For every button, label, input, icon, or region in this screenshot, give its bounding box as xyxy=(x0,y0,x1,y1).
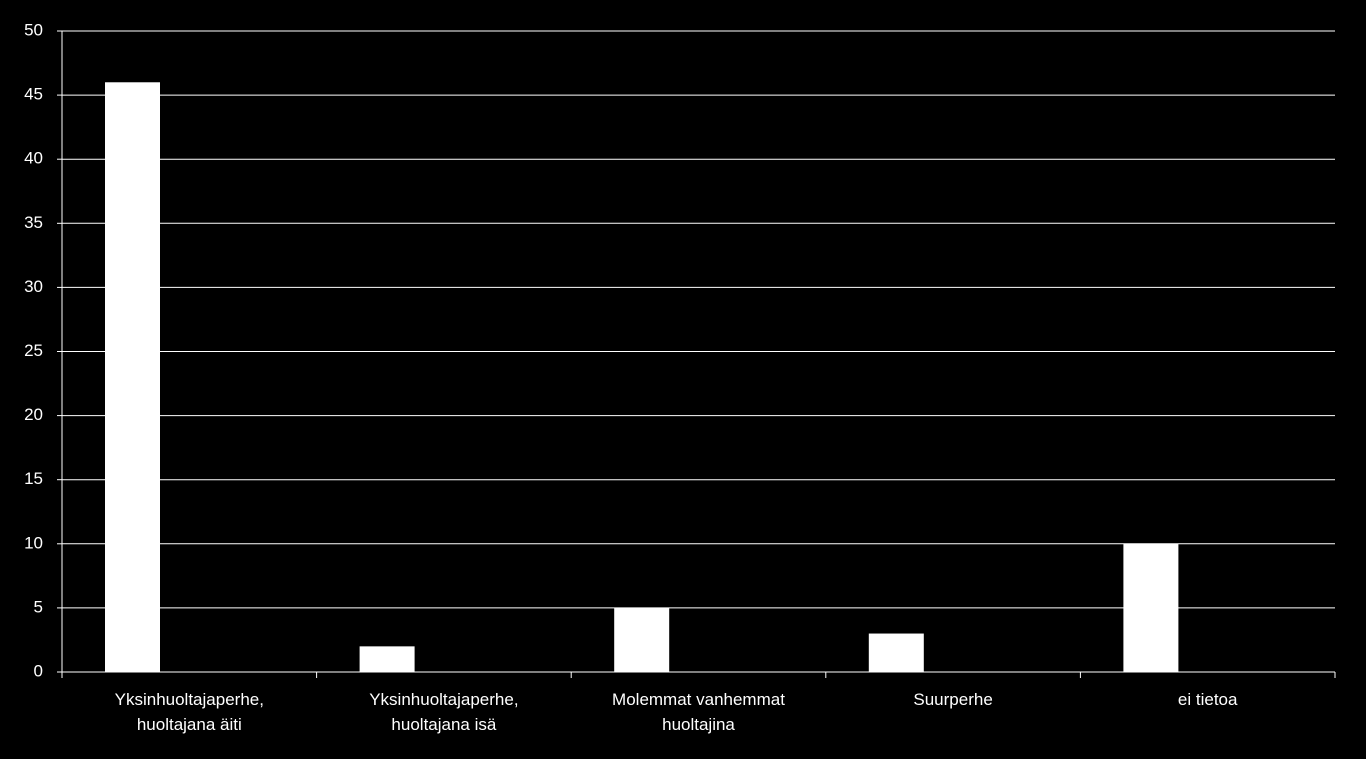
x-tick-label: Molemmat vanhemmat huoltajina xyxy=(612,690,785,734)
y-tick-label: 25 xyxy=(24,341,43,360)
x-tick-label: ei tietoa xyxy=(1177,690,1238,709)
y-tick-label: 30 xyxy=(24,277,43,296)
x-tick-label: Suurperhe xyxy=(913,690,993,709)
y-tick-label: 45 xyxy=(24,85,43,104)
y-tick-label: 35 xyxy=(24,213,43,232)
y-tick-label: 50 xyxy=(24,20,43,39)
y-tick-label: 20 xyxy=(24,405,43,424)
y-tick-label: 10 xyxy=(24,533,43,552)
y-tick-label: 0 xyxy=(34,661,43,680)
x-tick-label: Yksinhuoltajaperhe, huoltajana isä xyxy=(369,690,519,734)
y-tick-label: 5 xyxy=(34,597,43,616)
x-tick-label: Yksinhuoltajaperhe, huoltajana äiti xyxy=(114,690,264,734)
y-tick-label: 15 xyxy=(24,469,43,488)
bar xyxy=(105,82,160,672)
y-tick-label: 40 xyxy=(24,149,43,168)
bar xyxy=(614,607,670,672)
bar xyxy=(1123,543,1179,672)
bar xyxy=(359,646,415,672)
bar xyxy=(868,633,924,672)
